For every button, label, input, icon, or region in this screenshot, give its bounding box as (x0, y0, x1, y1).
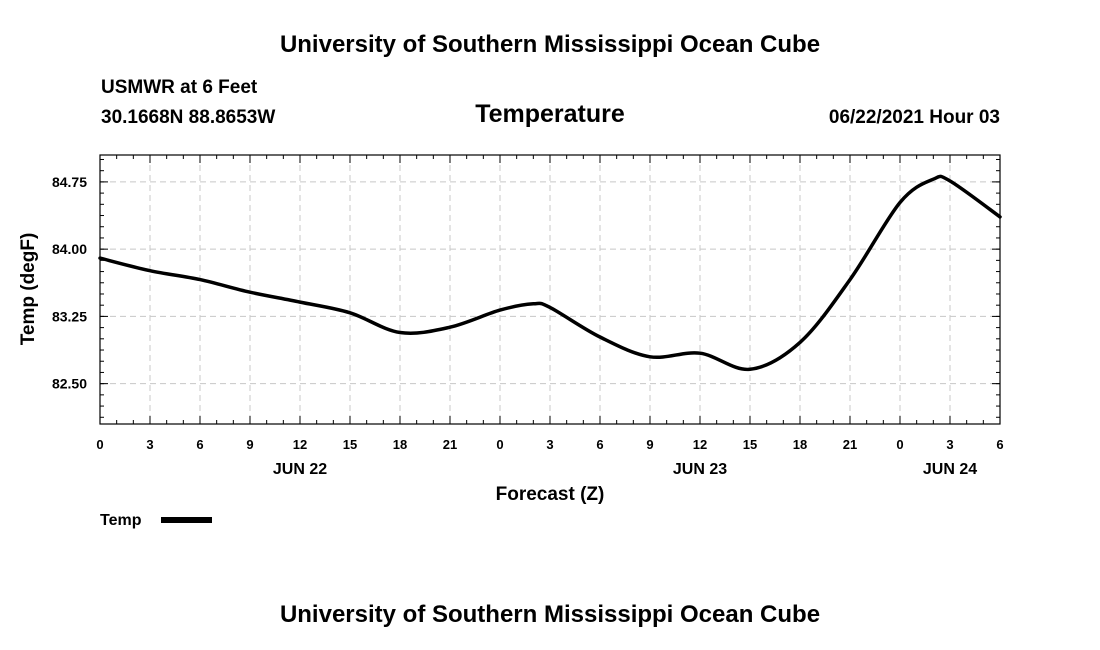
x-tick-label: 9 (646, 437, 653, 452)
x-tick-label: 15 (743, 437, 757, 452)
x-tick-label: 21 (843, 437, 857, 452)
x-tick-label: 3 (546, 437, 553, 452)
x-day-label: JUN 22 (273, 461, 327, 478)
footer-title: University of Southern Mississippi Ocean… (279, 601, 821, 628)
x-tick-label: 21 (443, 437, 457, 452)
x-tick-label: 3 (146, 437, 153, 452)
x-day-label: JUN 24 (923, 461, 977, 478)
x-day-label: JUN 23 (673, 461, 727, 478)
x-tick-label: 15 (343, 437, 357, 452)
x-tick-label: 3 (946, 437, 953, 452)
y-axis-label: Temp (degF) (18, 233, 39, 346)
x-axis-label: Forecast (Z) (496, 484, 605, 505)
x-tick-label: 18 (793, 437, 807, 452)
station-coordinates: 30.1668N 88.8653W (101, 107, 276, 128)
x-tick-label: 12 (693, 437, 707, 452)
legend: Temp (100, 512, 212, 529)
x-tick-label: 0 (496, 437, 503, 452)
y-tick-label: 83.25 (52, 308, 87, 324)
x-tick-label: 6 (996, 437, 1003, 452)
plot-title: Temperature (475, 100, 625, 128)
y-tick-label: 84.00 (52, 241, 87, 257)
x-tick-label: 18 (393, 437, 407, 452)
grid-lines (100, 155, 1000, 424)
x-axis-ticks: 0 3 6 9 12 15 18 21 0 3 6 9 12 15 18 21 0 3 6 JUN 22 JUN 23 J… (96, 155, 1004, 478)
page-title: University of Southern Mississippi Ocean… (279, 31, 821, 58)
x-tick-label: 0 (896, 437, 903, 452)
y-tick-label: 84.75 (52, 174, 87, 190)
y-axis-ticks: 82.50 83.25 84.00 84.75 (52, 174, 1000, 392)
x-tick-label: 0 (96, 437, 103, 452)
forecast-datetime: 06/22/2021 Hour 03 (828, 107, 1000, 128)
x-tick-label: 9 (246, 437, 253, 452)
x-tick-label: 6 (596, 437, 603, 452)
y-tick-label: 82.50 (52, 376, 87, 392)
temp-series-line (98, 174, 1002, 372)
station-label: USMWR at 6 Feet (101, 77, 258, 98)
x-tick-label: 6 (196, 437, 203, 452)
legend-swatch-temp (161, 517, 212, 523)
legend-label-temp: Temp (100, 512, 142, 529)
x-tick-label: 12 (293, 437, 307, 452)
